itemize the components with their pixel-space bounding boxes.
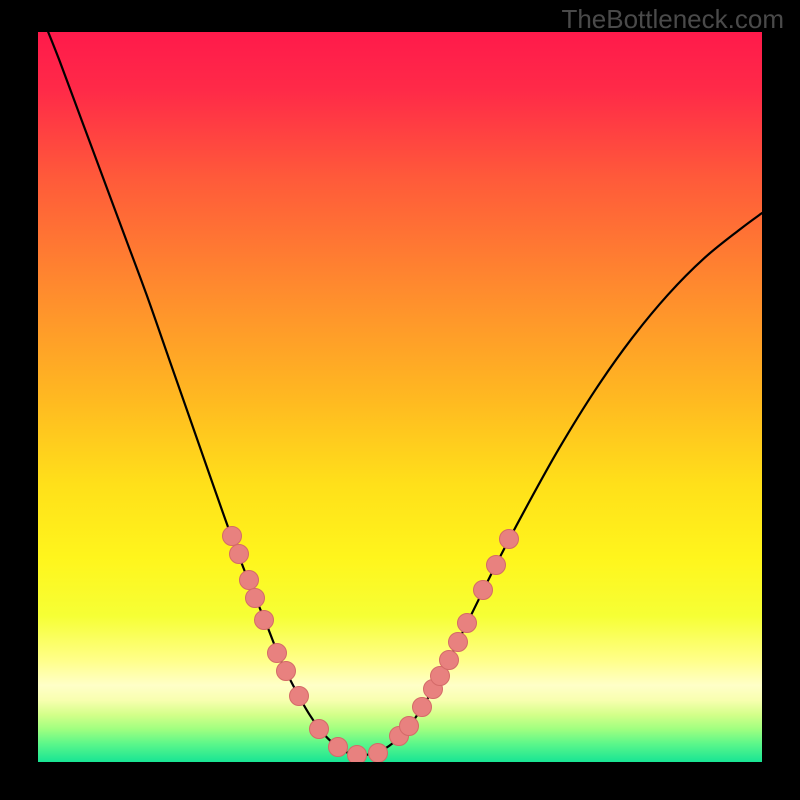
curve-marker (499, 529, 519, 549)
curve-marker (254, 610, 274, 630)
curve-marker (222, 526, 242, 546)
bottleneck-curve (38, 32, 762, 762)
curve-marker (309, 719, 329, 739)
curve-path (45, 32, 762, 755)
curve-marker (368, 743, 388, 763)
curve-marker (473, 580, 493, 600)
curve-marker (328, 737, 348, 757)
watermark-text: TheBottleneck.com (561, 2, 792, 35)
curve-marker (448, 632, 468, 652)
curve-marker (276, 661, 296, 681)
plot-area (38, 32, 762, 762)
curve-marker (239, 570, 259, 590)
curve-marker (399, 716, 419, 736)
curve-marker (347, 745, 367, 762)
curve-marker (229, 544, 249, 564)
plot-frame (38, 32, 762, 762)
curve-marker (439, 650, 459, 670)
curve-marker (289, 686, 309, 706)
curve-marker (486, 555, 506, 575)
curve-marker (267, 643, 287, 663)
curve-marker (412, 697, 432, 717)
curve-marker (245, 588, 265, 608)
stage: TheBottleneck.com (0, 0, 800, 800)
curve-marker (457, 613, 477, 633)
